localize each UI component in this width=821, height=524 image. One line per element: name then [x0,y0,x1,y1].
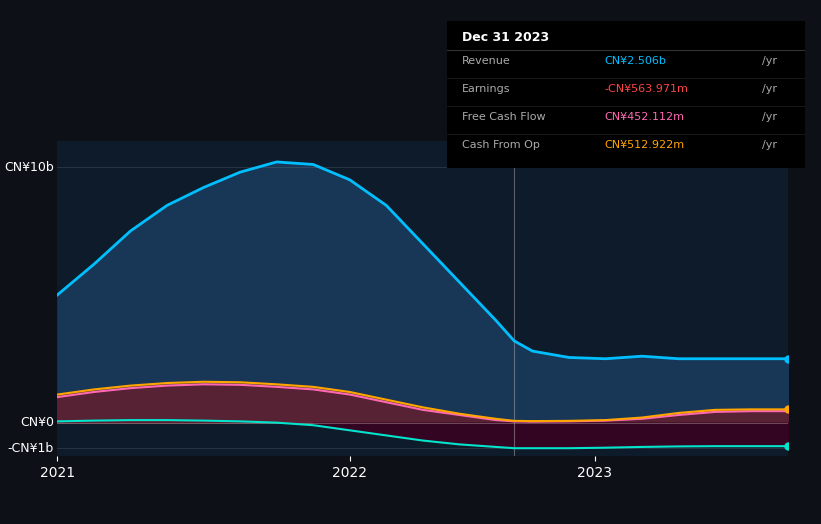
Text: CN¥2.506b: CN¥2.506b [604,56,667,66]
Text: /yr: /yr [762,140,777,150]
Text: -CN¥1b: -CN¥1b [7,442,54,455]
Text: /yr: /yr [762,84,777,94]
Text: -CN¥563.971m: -CN¥563.971m [604,84,689,94]
Text: CN¥0: CN¥0 [20,416,54,429]
Text: Dec 31 2023: Dec 31 2023 [461,31,549,44]
Text: /yr: /yr [762,112,777,122]
Text: CN¥452.112m: CN¥452.112m [604,112,685,122]
Text: CN¥10b: CN¥10b [4,160,54,173]
Text: Free Cash Flow: Free Cash Flow [461,112,545,122]
Text: Past: Past [752,151,781,165]
Text: /yr: /yr [762,56,777,66]
Text: Cash From Op: Cash From Op [461,140,539,150]
Text: CN¥512.922m: CN¥512.922m [604,140,685,150]
Text: Revenue: Revenue [461,56,511,66]
Legend: Revenue, Earnings, Free Cash Flow, Cash From Op: Revenue, Earnings, Free Cash Flow, Cash … [87,521,539,524]
Text: Earnings: Earnings [461,84,510,94]
